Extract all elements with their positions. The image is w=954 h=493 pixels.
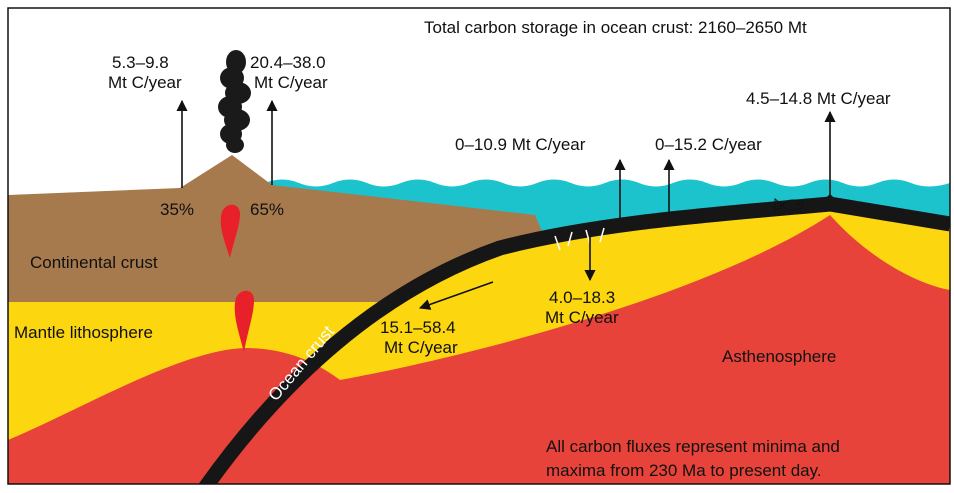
- plume: [218, 50, 251, 153]
- layer-label: Continental crust: [30, 253, 158, 272]
- fish: [774, 198, 804, 212]
- flux-label: 0–10.9 Mt C/year: [455, 135, 586, 154]
- share-label: 35%: [160, 200, 194, 219]
- magma-drop: [234, 290, 254, 352]
- flux-label: 5.3–9.8 Mt C/year: [108, 53, 182, 92]
- continental-crust: [8, 155, 545, 302]
- flux-label: 20.4–38.0 Mt C/year: [250, 53, 328, 92]
- ridge-peak: [815, 194, 845, 208]
- cross-section: [8, 155, 950, 484]
- magma-drop: [220, 204, 240, 258]
- flux-label: 4.0–18.3 Mt C/year: [545, 288, 619, 327]
- ocean-crust: [198, 196, 950, 484]
- layer-label: Asthenosphere: [722, 347, 836, 366]
- note: All carbon fluxes represent minima and ma…: [546, 437, 840, 480]
- layer-label: Mantle lithosphere: [14, 323, 153, 342]
- flux-label: 15.1–58.4 Mt C/year: [380, 318, 458, 357]
- arrows: [176, 99, 836, 310]
- title: Total carbon storage in ocean crust: 216…: [424, 18, 807, 37]
- flux-label: 0–15.2 C/year: [655, 135, 762, 154]
- frame: [7, 7, 951, 485]
- share-label: 65%: [250, 200, 284, 219]
- asthenosphere: [8, 215, 950, 484]
- flux-label: 4.5–14.8 Mt C/year: [746, 89, 891, 108]
